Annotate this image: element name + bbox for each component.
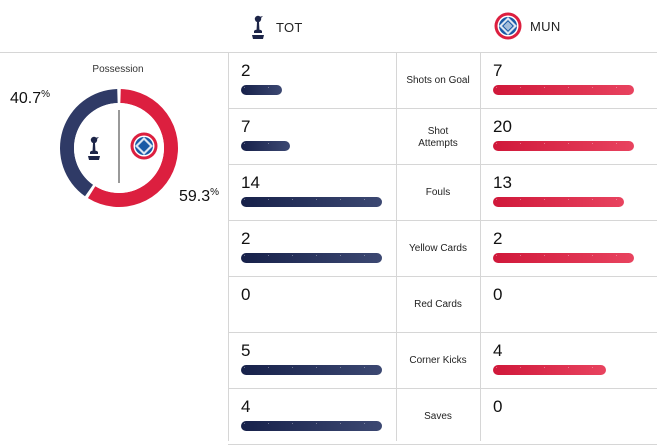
away-team-abbr: MUN xyxy=(530,18,561,34)
home-stat-bar-track xyxy=(241,421,382,431)
away-stat-value: 7 xyxy=(493,61,503,80)
possession-panel: Possession 40.7% 59.3% xyxy=(0,52,228,441)
away-possession-value: 59.3% xyxy=(179,187,220,206)
tottenham-crest-icon xyxy=(88,136,100,160)
stat-row: 0 Red Cards 0 xyxy=(228,276,657,333)
away-stat-bar-track xyxy=(493,309,634,319)
possession-donut-chart xyxy=(59,89,178,207)
home-stat-value: 4 xyxy=(241,397,251,416)
home-stat-bar-track xyxy=(241,141,382,151)
column-divider-mid-right xyxy=(480,52,481,441)
stat-label: Shots on Goal xyxy=(406,75,470,86)
away-possession-number: 59.3 xyxy=(179,188,211,205)
stat-row: 2 Shots on Goal 7 xyxy=(228,52,657,109)
stat-row: 7 Shot Attempts 20 xyxy=(228,108,657,165)
stat-row: 5 Corner Kicks 4 xyxy=(228,332,657,389)
home-stat-bar xyxy=(241,365,382,375)
away-stat-bar xyxy=(493,85,634,95)
away-stat-value: 20 xyxy=(493,117,512,136)
home-stat-value: 14 xyxy=(241,173,260,192)
away-stat-bar xyxy=(493,365,606,375)
home-team-header[interactable]: TOT xyxy=(248,12,303,42)
away-stat-value: 0 xyxy=(493,397,503,416)
home-stat-bar-track xyxy=(241,365,382,375)
away-team-header[interactable]: MUN xyxy=(494,12,561,40)
home-possession-number: 40.7 xyxy=(10,90,42,107)
home-stat-bar-track xyxy=(241,197,382,207)
stat-label: Corner Kicks xyxy=(409,355,467,366)
away-stat-bar xyxy=(493,197,625,207)
away-stat-bar-track xyxy=(493,253,634,263)
home-stat-value: 7 xyxy=(241,117,251,136)
tottenham-crest-icon xyxy=(252,15,264,39)
home-stat-bar xyxy=(241,421,382,431)
away-stat-value: 2 xyxy=(493,229,503,248)
stat-label: Fouls xyxy=(425,187,451,198)
stat-label: Yellow Cards xyxy=(409,243,467,254)
stat-label: Shot Attempts xyxy=(418,126,458,149)
away-possession-percent-sign: % xyxy=(210,187,220,198)
away-possession-arc xyxy=(87,89,178,207)
home-stat-bar xyxy=(241,141,291,151)
away-stat-bar xyxy=(493,141,634,151)
away-stat-bar-track xyxy=(493,197,634,207)
match-stats-header: TOT MUN xyxy=(0,0,657,53)
away-stat-value: 4 xyxy=(493,341,503,360)
stat-row: 4 Saves 0 xyxy=(228,388,657,445)
home-possession-value: 40.7% xyxy=(10,89,51,108)
home-possession-arc xyxy=(59,89,118,197)
away-stat-bar-track xyxy=(493,365,634,375)
home-stat-bar xyxy=(241,197,382,207)
away-stat-bar xyxy=(493,253,634,263)
home-team-abbr: TOT xyxy=(276,19,303,35)
home-stat-value: 2 xyxy=(241,229,251,248)
away-stat-bar-track xyxy=(493,85,634,95)
home-possession-percent-sign: % xyxy=(41,89,51,100)
home-stat-bar-track xyxy=(241,85,382,95)
bayern-munich-crest-icon xyxy=(494,12,522,40)
bayern-munich-crest-icon xyxy=(130,132,158,160)
column-divider-left xyxy=(228,52,229,441)
home-stat-value: 0 xyxy=(241,285,251,304)
possession-title: Possession xyxy=(92,64,144,75)
stat-row: 14 Fouls 13 xyxy=(228,164,657,221)
stat-label: Red Cards xyxy=(414,299,462,310)
home-stat-bar xyxy=(241,253,382,263)
away-stat-value: 0 xyxy=(493,285,503,304)
away-stat-bar-track xyxy=(493,421,634,431)
away-stat-bar-track xyxy=(493,141,634,151)
stat-row: 2 Yellow Cards 2 xyxy=(228,220,657,277)
home-stat-value: 5 xyxy=(241,341,251,360)
away-stat-value: 13 xyxy=(493,173,512,192)
home-stat-value: 2 xyxy=(241,61,251,80)
home-stat-bar-track xyxy=(241,309,382,319)
home-stat-bar xyxy=(241,85,282,95)
column-divider-mid-left xyxy=(396,52,397,441)
home-stat-bar-track xyxy=(241,253,382,263)
stat-label: Saves xyxy=(424,411,452,422)
